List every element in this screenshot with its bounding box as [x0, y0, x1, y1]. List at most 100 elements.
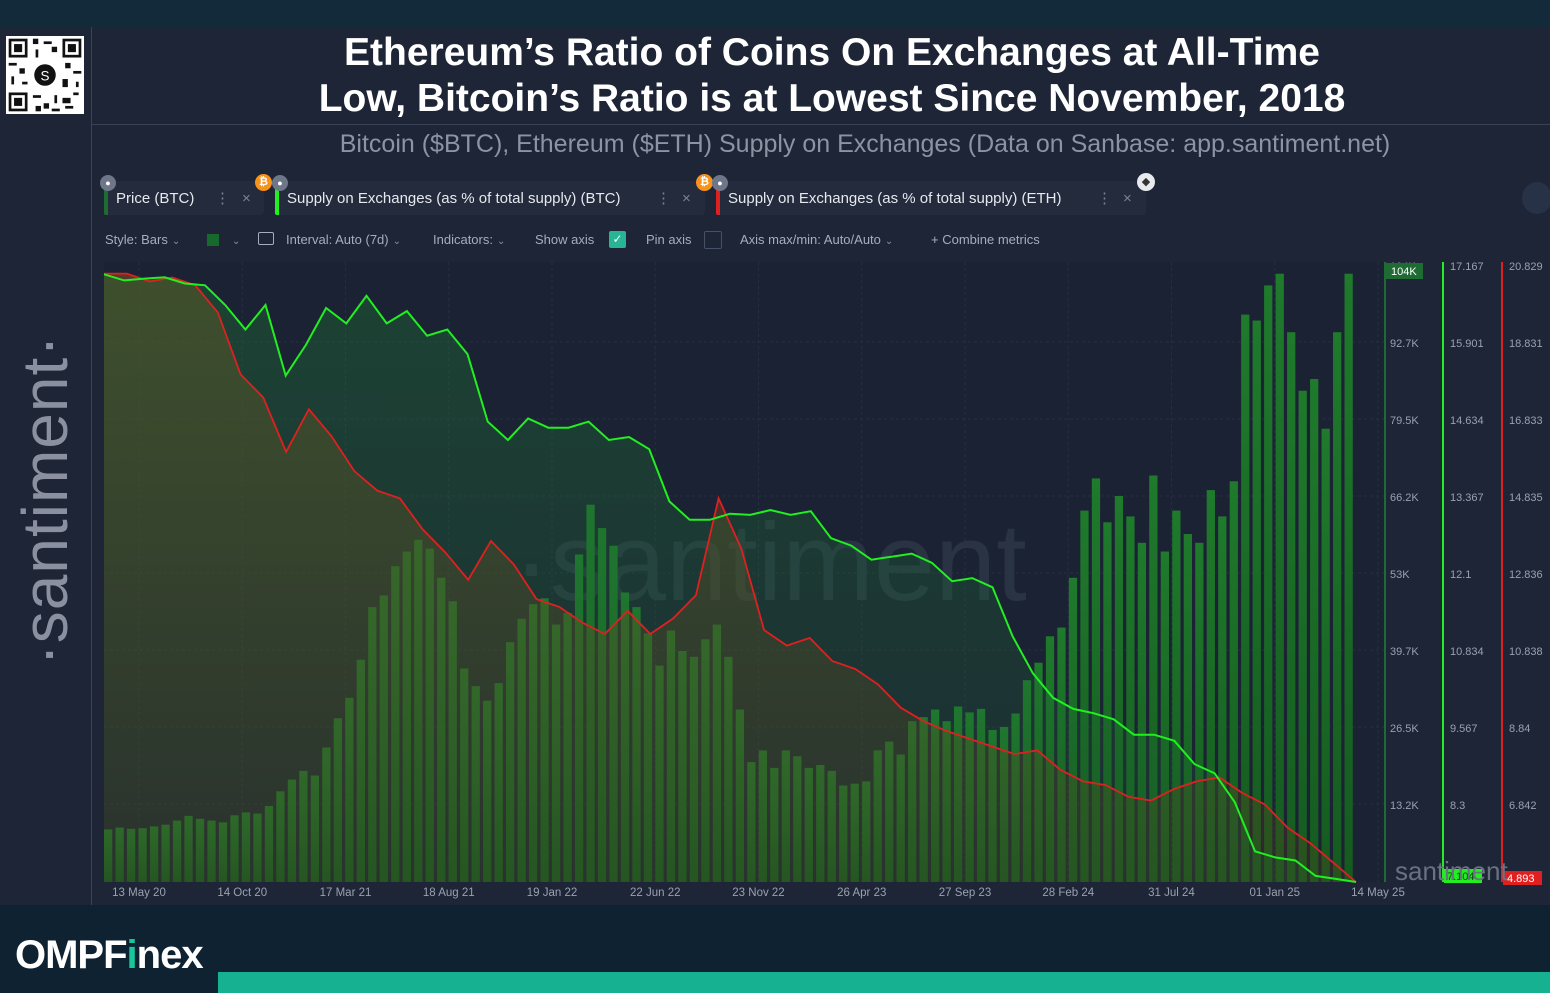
ompfinex-logo: OMPFinex	[15, 933, 204, 978]
price-bar	[1344, 273, 1353, 882]
price-bar	[1298, 390, 1307, 882]
chip-label: Supply on Exchanges (as % of total suppl…	[728, 189, 1062, 207]
x-tick-label: 22 Jun 22	[630, 887, 681, 899]
x-tick-label: 01 Jan 25	[1249, 887, 1300, 899]
x-tick-label: 26 Apr 23	[837, 887, 886, 899]
x-tick-label: 14 May 25	[1351, 887, 1405, 899]
x-tick-label: 14 Oct 20	[217, 887, 267, 899]
price-axis: 104K92.7K79.5K66.2K53K39.7K26.5K13.2K104…	[1384, 261, 1423, 882]
price-bar	[1091, 478, 1101, 882]
axis-tick-label: 39.7K	[1390, 646, 1419, 658]
logo-text-i: i	[126, 933, 138, 977]
axis-tick-label: 17.167	[1450, 261, 1484, 273]
interval-dropdown[interactable]: Interval: Auto (7d) ⌄	[286, 232, 401, 247]
price-bar	[1310, 379, 1319, 882]
axis-tick-label: 10.838	[1509, 646, 1543, 658]
color-dropdown[interactable]: ⌄	[228, 232, 240, 247]
svg-text:S: S	[41, 68, 50, 83]
axis-tick-label: 18.831	[1509, 338, 1543, 350]
axis-tick-label: 26.5K	[1390, 723, 1419, 735]
price-bar	[1195, 542, 1204, 882]
chevron-down-icon: ⌄	[392, 236, 402, 247]
x-tick-label: 13 May 20	[112, 887, 166, 899]
axis-maxmin-dropdown[interactable]: Axis max/min: Auto/Auto ⌄	[740, 232, 893, 247]
x-tick-label: 27 Sep 23	[939, 887, 991, 899]
close-icon[interactable]: ×	[1123, 189, 1132, 207]
more-icon[interactable]: ⋮	[656, 190, 671, 207]
btc-last-label: 7.104	[1447, 871, 1475, 883]
interval-label: Interval: Auto (7d)	[286, 232, 389, 247]
price-bar	[1229, 481, 1238, 882]
chevron-down-icon: ⌄	[884, 236, 894, 247]
price-bar	[1114, 496, 1124, 882]
axis-tick-label: 12.1	[1450, 569, 1471, 581]
show-axis-label: Show axis	[535, 232, 595, 247]
price-bar	[1333, 332, 1342, 882]
calendar-icon	[258, 232, 274, 245]
qr-code-icon: S	[6, 36, 84, 114]
btc-supply-line	[103, 273, 1357, 883]
price-bar	[1218, 516, 1227, 882]
show-axis-checkbox[interactable]: ✓	[609, 231, 626, 248]
price-bar	[1264, 285, 1273, 882]
pin-axis-checkbox[interactable]	[704, 231, 722, 249]
price-bar	[1287, 332, 1296, 882]
title-separator	[91, 124, 1550, 125]
style-dropdown[interactable]: Style: Bars ⌄	[105, 232, 180, 247]
chevron-down-icon: ⌄	[496, 236, 506, 247]
page-title: Ethereum’s Ratio of Coins On Exchanges a…	[92, 30, 1550, 122]
metric-chip-price-btc[interactable]: Price (BTC) ⋮ ×	[104, 181, 264, 215]
chip-color-bar	[275, 181, 279, 215]
axis-tick-label: 8.3	[1450, 800, 1465, 812]
btc-supply-axis: 17.167 15.901 14.634 13.367 12.1 10.834 9.567 8…	[1442, 261, 1484, 883]
combine-metrics-button[interactable]: + Combine metrics	[931, 232, 1040, 247]
close-icon[interactable]: ×	[242, 189, 251, 207]
axis-tick-label: 16.833	[1509, 415, 1543, 427]
axis-tick-label: 14.634	[1450, 415, 1484, 427]
axis-tick-label: 20.829	[1509, 261, 1543, 273]
logo-text-a: OMPF	[15, 933, 128, 977]
axis-tick-label: 53K	[1390, 569, 1410, 581]
plus-icon: +	[931, 232, 939, 247]
chip-color-bar	[104, 181, 108, 215]
axis-tick-label: 13.2K	[1390, 800, 1419, 812]
btc-supply-area	[104, 274, 1356, 882]
qr-separator	[91, 27, 92, 905]
logo-text-b: nex	[136, 933, 204, 977]
title-line-2: Low, Bitcoin’s Ratio is at Lowest Since …	[318, 77, 1346, 120]
x-tick-label: 18 Aug 21	[423, 887, 475, 899]
combine-metrics-label: Combine metrics	[942, 232, 1040, 247]
metric-chip-eth-supply[interactable]: Supply on Exchanges (as % of total suppl…	[716, 181, 1146, 215]
axis-tick-label: 6.842	[1509, 800, 1537, 812]
supply-chart: ·santiment 104K92.7K79.5K66.2K53K39.7K26…	[103, 261, 1543, 899]
axis-tick-label: 10.834	[1450, 646, 1484, 658]
close-icon[interactable]: ×	[682, 189, 691, 207]
chip-label: Supply on Exchanges (as % of total suppl…	[287, 189, 621, 207]
price-bar	[1172, 510, 1181, 882]
more-icon[interactable]: ⋮	[215, 190, 230, 207]
lock-icon: ●	[100, 175, 116, 191]
price-bar	[1080, 510, 1089, 882]
axis-tick-label: 14.835	[1509, 492, 1543, 504]
metric-chip-btc-supply[interactable]: Supply on Exchanges (as % of total suppl…	[275, 181, 705, 215]
axis-maxmin-label: Axis max/min: Auto/Auto	[740, 232, 881, 247]
price-bar	[1126, 516, 1135, 882]
lock-icon: ●	[272, 175, 288, 191]
btc-coin-icon: ₿	[696, 174, 713, 191]
footer-accent-bar	[218, 972, 1550, 993]
price-bar	[1275, 273, 1284, 882]
indicators-dropdown[interactable]: Indicators: ⌄	[433, 232, 505, 247]
price-last-badge	[1386, 263, 1423, 279]
price-bar	[1241, 314, 1250, 883]
axis-tick-label: 66.2K	[1390, 492, 1419, 504]
more-icon[interactable]: ⋮	[1097, 190, 1112, 207]
chart-subtitle: Bitcoin ($BTC), Ethereum ($ETH) Supply o…	[339, 130, 1391, 158]
price-last-label: 104K	[1391, 266, 1417, 278]
settings-round-button[interactable]	[1522, 182, 1550, 214]
price-bar	[1183, 534, 1192, 882]
eth-last-badge	[1503, 871, 1542, 885]
x-tick-label: 31 Jul 24	[1148, 887, 1195, 899]
eth-last-label: 4.893	[1507, 873, 1535, 885]
x-tick-label: 19 Jan 22	[527, 887, 578, 899]
color-swatch[interactable]	[207, 234, 219, 246]
